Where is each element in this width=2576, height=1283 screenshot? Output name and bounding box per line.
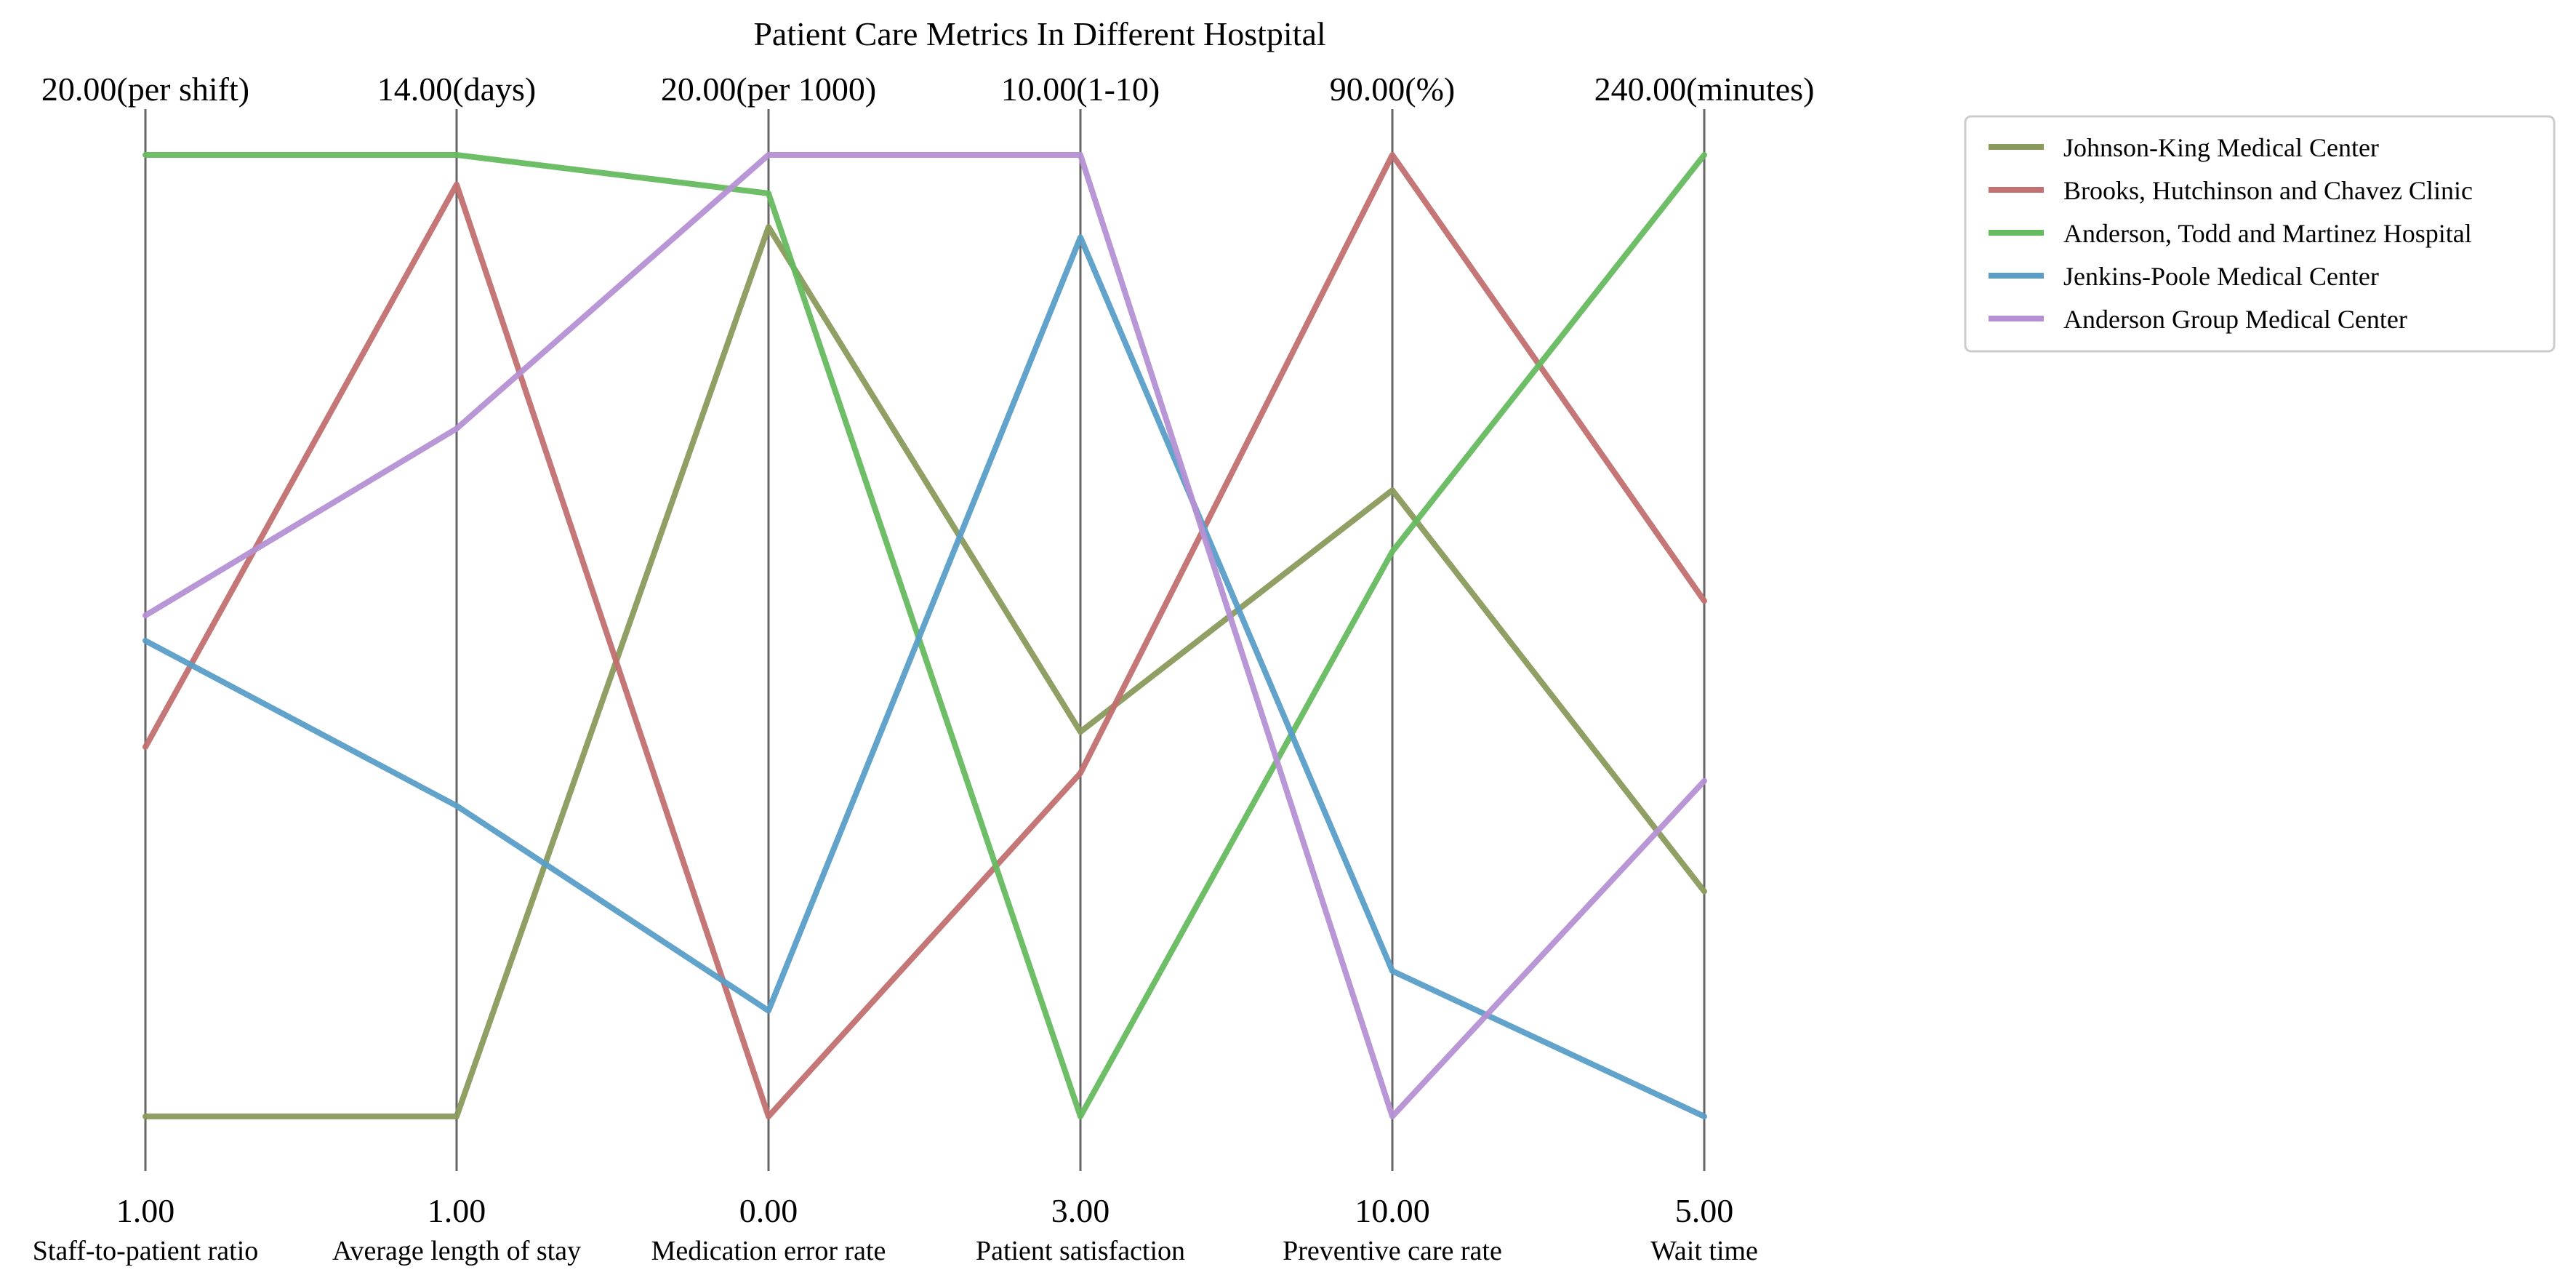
series-line-johnson-king-medical-center bbox=[143, 224, 1707, 1119]
axis-max-label-wait-time: 240.00(minutes) bbox=[1594, 71, 1815, 108]
axis-max-label-average-length-of-stay: 14.00(days) bbox=[377, 71, 536, 108]
axis-name-preventive-care-rate: Preventive care rate bbox=[1283, 1236, 1502, 1266]
axis-name-average-length-of-stay: Average length of stay bbox=[332, 1236, 581, 1266]
axis-min-label-preventive-care-rate: 10.00 bbox=[1355, 1192, 1430, 1229]
axis-min-label-wait-time: 5.00 bbox=[1675, 1192, 1734, 1229]
series-line-anderson-group-medical-center bbox=[143, 152, 1707, 1119]
axis-min-label-average-length-of-stay: 1.00 bbox=[428, 1192, 486, 1229]
series-line-anderson-todd-and-martinez-hospital bbox=[143, 152, 1707, 1119]
axis-name-patient-satisfaction: Patient satisfaction bbox=[976, 1236, 1185, 1266]
axes-layer bbox=[144, 109, 1706, 1171]
series-layer bbox=[143, 152, 1707, 1119]
legend-frame bbox=[1964, 115, 2556, 353]
series-line-jenkins-poole-medical-center bbox=[143, 234, 1707, 1119]
legend: Johnson-King Medical Center Brooks, Hutch… bbox=[1964, 115, 2556, 353]
legend-label-brooks-hutchinson-and-chavez-clinic: Brooks, Hutchinson and Chavez Clinic bbox=[2063, 176, 2473, 205]
axis-name-wait-time: Wait time bbox=[1650, 1236, 1758, 1266]
chart-title: Patient Care Metrics In Different Hostpi… bbox=[753, 15, 1325, 52]
axis-min-label-medication-error-rate: 0.00 bbox=[739, 1192, 798, 1229]
legend-label-johnson-king-medical-center: Johnson-King Medical Center bbox=[2063, 133, 2379, 162]
legend-label-anderson-group-medical-center: Anderson Group Medical Center bbox=[2063, 305, 2407, 334]
series-line-brooks-hutchinson-and-chavez-clinic bbox=[143, 152, 1707, 1119]
axis-max-label-preventive-care-rate: 90.00(%) bbox=[1330, 71, 1455, 108]
legend-label-jenkins-poole-medical-center: Jenkins-Poole Medical Center bbox=[2063, 262, 2379, 291]
axis-min-label-staff-to-patient-ratio: 1.00 bbox=[116, 1192, 175, 1229]
labels-layer: 20.00(per shift) 1.00 Staff-to-patient rat… bbox=[33, 71, 1815, 1266]
axis-max-label-patient-satisfaction: 10.00(1-10) bbox=[1001, 71, 1160, 108]
axis-max-label-staff-to-patient-ratio: 20.00(per shift) bbox=[41, 71, 249, 108]
axis-name-staff-to-patient-ratio: Staff-to-patient ratio bbox=[33, 1236, 259, 1266]
axis-max-label-medication-error-rate: 20.00(per 1000) bbox=[661, 71, 876, 108]
axis-min-label-patient-satisfaction: 3.00 bbox=[1051, 1192, 1110, 1229]
legend-label-anderson-todd-and-martinez-hospital: Anderson, Todd and Martinez Hospital bbox=[2063, 219, 2472, 248]
axis-name-medication-error-rate: Medication error rate bbox=[651, 1236, 886, 1266]
